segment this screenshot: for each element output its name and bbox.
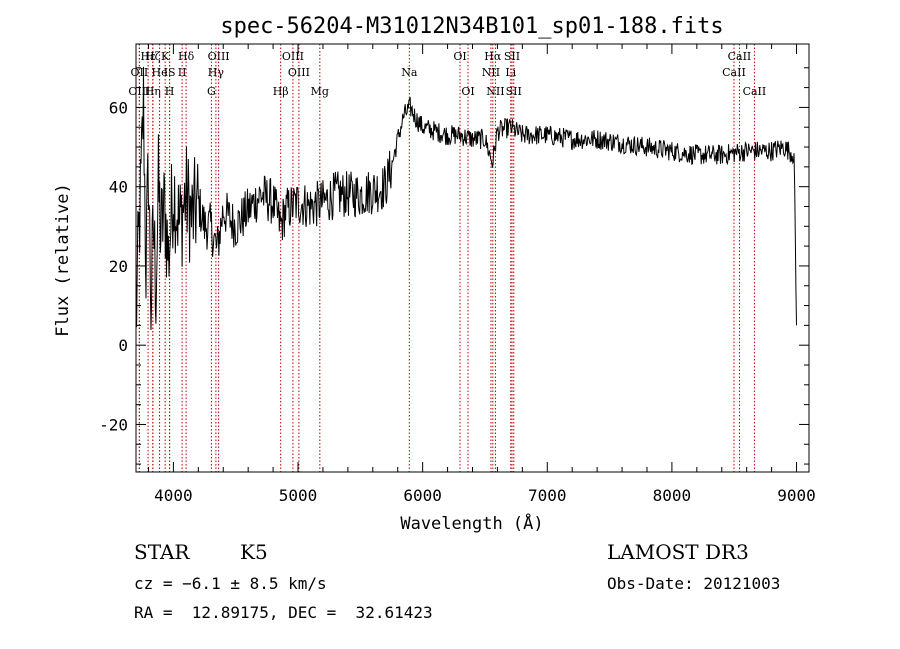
line-markers (138, 44, 755, 472)
chart-title: spec-56204-M31012N34B101_sp01-188.fits (220, 14, 723, 39)
x-axis: 4000 5000 6000 7000 8000 9000 (147, 44, 816, 505)
line-marker-label-7: IS (164, 66, 176, 79)
coordinates: RA = 12.89175, DEC = 32.61423 (134, 603, 433, 622)
line-marker-label-14: Hβ (273, 85, 289, 98)
line-marker-label-23: NII (486, 85, 504, 98)
line-marker-label-0: Hε (140, 50, 156, 63)
line-marker-label-3: Hζ (145, 50, 161, 63)
observation-date: Obs-Date: 20121003 (607, 574, 781, 593)
x-tick-label-1: 5000 (279, 486, 318, 505)
line-marker-label-17: Mg (311, 85, 329, 98)
line-marker-label-11: OIII (208, 50, 230, 63)
line-marker-label-24: SII (504, 50, 520, 63)
line-marker-label-13: G (207, 85, 216, 98)
line-marker-label-8: H (165, 85, 175, 98)
plot-frame (135, 43, 810, 473)
line-marker-label-26: SII (506, 85, 522, 98)
line-marker-label-20: OI (461, 85, 474, 98)
line-marker-label-16: OIII (288, 66, 310, 79)
line-marker-label-18: Na (401, 66, 418, 79)
line-marker-label-4: He (152, 66, 168, 79)
line-marker-label-27: CaII (728, 50, 752, 63)
line-marker-label-2: OIII (128, 85, 150, 98)
x-axis-label: Wavelength (Å) (400, 512, 543, 534)
y-axis-label: Flux (relative) (53, 183, 73, 337)
survey-label: LAMOST DR3 (607, 540, 749, 564)
x-tick-label-0: 4000 (154, 486, 193, 505)
y-tick-label-4: 60 (109, 98, 128, 117)
y-tick-label-1: 0 (118, 336, 128, 355)
series (135, 66, 797, 331)
object-subclass: K5 (240, 540, 268, 564)
object-class: STAR (134, 540, 190, 564)
line-marker-label-25: Li (505, 66, 516, 79)
x-tick-label-5: 9000 (777, 486, 816, 505)
y-tick-label-0: -20 (99, 415, 128, 434)
y-tick-label-3: 40 (109, 178, 128, 197)
line-marker-label-19: OI (453, 50, 466, 63)
x-tick-label-4: 8000 (653, 486, 692, 505)
line-marker-label-28: CaII (722, 66, 746, 79)
y-tick-label-2: 20 (109, 257, 128, 276)
line-marker-label-9: Hδ (178, 50, 195, 63)
y-axis: -20 0 20 40 60 (99, 67, 809, 465)
line-marker-label-22: NII (482, 66, 500, 79)
line-marker-label-15: OIII (282, 50, 304, 63)
x-tick-label-3: 7000 (528, 486, 567, 505)
series-line-spectrum (135, 66, 797, 331)
line-marker-label-21: Hα (484, 50, 502, 63)
line-marker-label-29: CaII (743, 85, 767, 98)
line-marker-label-5: Hη (145, 85, 161, 98)
line-marker-label-6: K (161, 50, 170, 63)
line-marker-label-10: II (178, 66, 187, 79)
line-marker-label-12: Hγ (208, 66, 225, 79)
redshift-velocity: cz = −6.1 ± 8.5 km/s (134, 574, 327, 593)
x-tick-label-2: 6000 (403, 486, 442, 505)
